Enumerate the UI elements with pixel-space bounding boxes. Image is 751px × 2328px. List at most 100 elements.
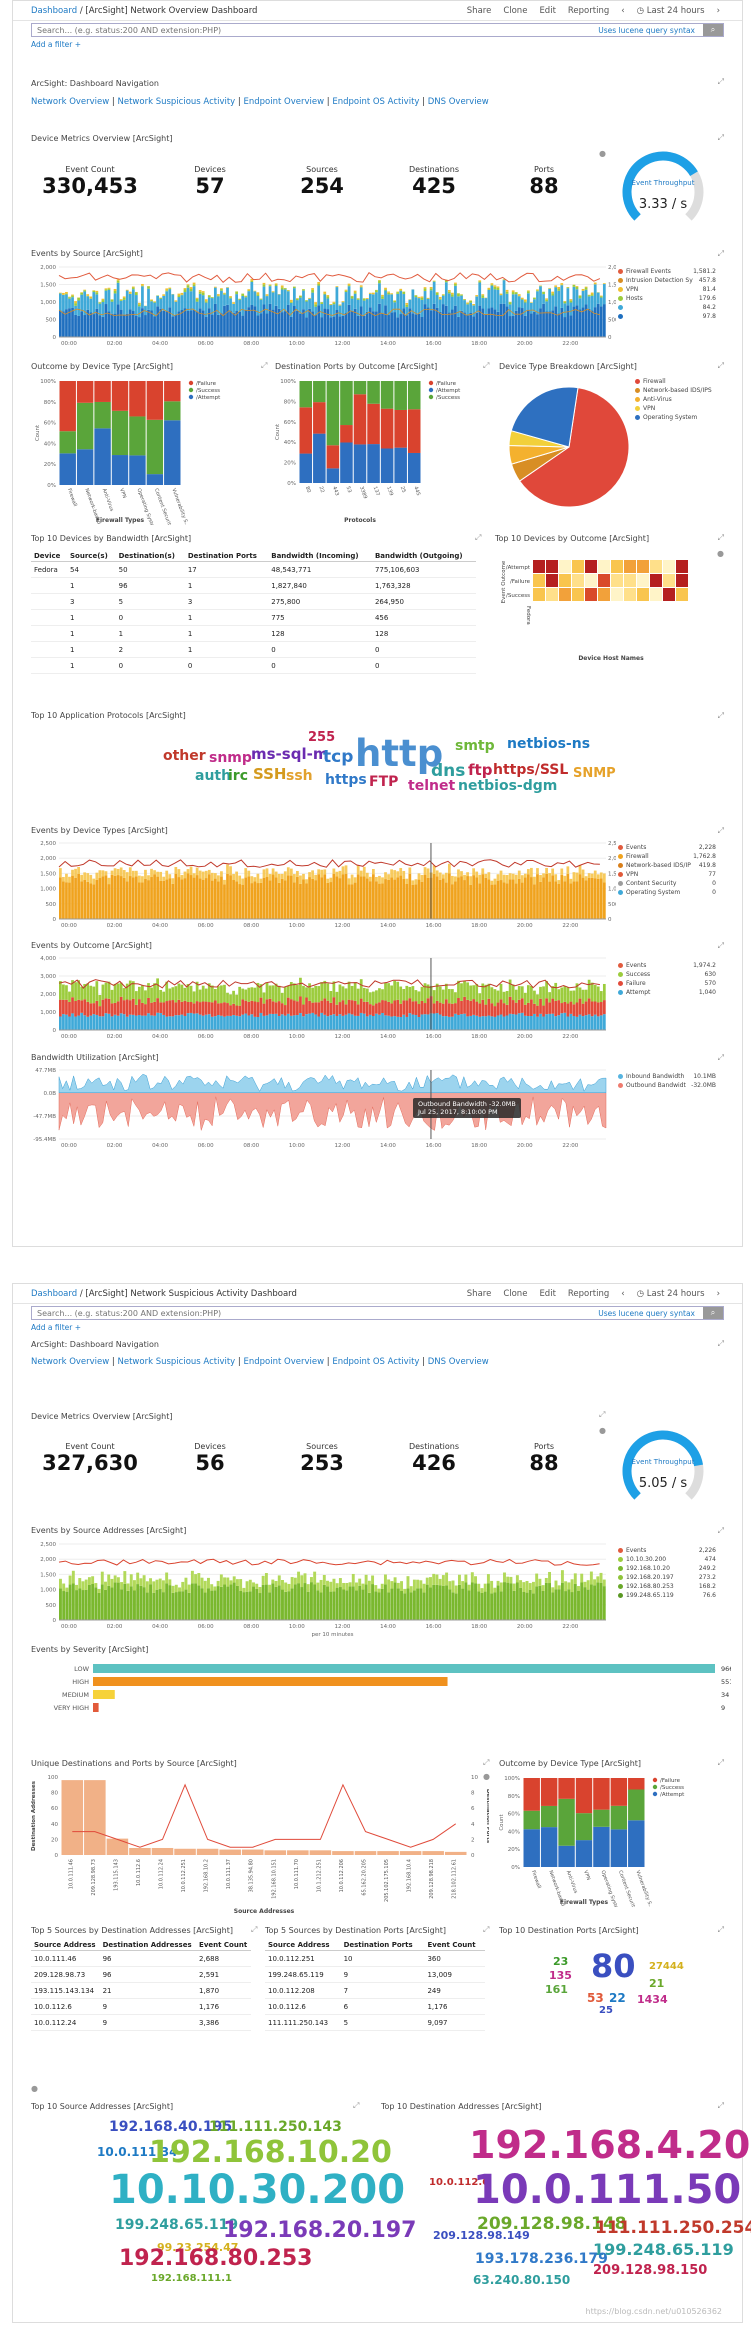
breadcrumb-root[interactable]: Dashboard: [31, 6, 78, 16]
tag-cloud-word[interactable]: irc: [228, 768, 249, 784]
tag-cloud-word[interactable]: 255: [308, 730, 336, 745]
tag-cloud-word[interactable]: 63.240.80.150: [473, 2273, 571, 2287]
nav-network-overview[interactable]: Network Overview: [31, 1357, 110, 1367]
search-input[interactable]: [32, 1307, 723, 1319]
expand-icon[interactable]: ⤢: [717, 133, 724, 142]
column-header[interactable]: Source Address: [265, 1940, 341, 1951]
legend-item[interactable]: Firewall 1,762.8: [618, 852, 716, 861]
search-input[interactable]: [32, 24, 723, 36]
nav-network-suspicious[interactable]: Network Suspicious Activity: [117, 1357, 236, 1367]
tag-cloud-word[interactable]: 53: [587, 1991, 604, 2005]
time-picker[interactable]: ◷ Last 24 hours: [637, 6, 705, 16]
column-header[interactable]: Device: [31, 551, 68, 562]
tag-cloud-word[interactable]: 192.168.4.205: [469, 2123, 751, 2167]
breadcrumb-root[interactable]: Dashboard: [31, 1289, 78, 1299]
legend-item[interactable]: Inbound Bandwidth 10.1MB: [618, 1072, 716, 1081]
column-header[interactable]: Event Count: [196, 1940, 251, 1951]
expand-icon[interactable]: ⤢: [717, 77, 724, 86]
clone-button[interactable]: Clone: [503, 6, 528, 16]
search-button[interactable]: ⌕: [703, 24, 723, 36]
chevron-right-icon[interactable]: ›: [716, 1289, 720, 1299]
tag-cloud-word[interactable]: 1434: [637, 1993, 668, 2006]
tag-cloud-word[interactable]: http: [355, 732, 444, 775]
time-picker[interactable]: ◷ Last 24 hours: [637, 1289, 705, 1299]
column-header[interactable]: Event Count: [424, 1940, 485, 1951]
tag-cloud-word[interactable]: ms-sql-m: [251, 745, 329, 763]
tag-cloud-word[interactable]: https: [325, 772, 367, 788]
legend-item[interactable]: Network-based IDS/IP 419.8: [618, 861, 716, 870]
search-button[interactable]: ⌕: [703, 1307, 723, 1319]
tag-cloud-word[interactable]: 10.0.112.6: [429, 2177, 490, 2188]
legend-item[interactable]: Success 630: [618, 970, 716, 979]
nav-network-overview[interactable]: Network Overview: [31, 97, 110, 107]
legend-item[interactable]: Operating System: [635, 413, 735, 422]
expand-icon[interactable]: ⤢: [475, 533, 482, 542]
legend-item[interactable]: 97.8: [618, 312, 716, 321]
legend-item[interactable]: Operating System 0: [618, 888, 716, 897]
nav-endpoint-overview[interactable]: Endpoint Overview: [243, 97, 325, 107]
legend-item[interactable]: 192.168.10.20 249.2: [618, 1564, 716, 1573]
column-header[interactable]: Bandwidth (Outgoing): [371, 551, 476, 562]
tag-cloud-word[interactable]: 192.168.111.1: [151, 2273, 232, 2284]
tag-cloud-word[interactable]: tcp: [323, 747, 354, 767]
column-header[interactable]: Destination(s): [115, 551, 185, 562]
tag-cloud-word[interactable]: 192.168.80.253: [119, 2246, 313, 2271]
expand-icon[interactable]: ⤢: [261, 361, 268, 370]
legend-item[interactable]: 10.10.30.200 474: [618, 1555, 716, 1564]
expand-icon[interactable]: ⤢: [353, 2101, 360, 2110]
tag-cloud-word[interactable]: 99.23.254.47: [157, 2241, 239, 2254]
tag-cloud-word[interactable]: dns: [431, 761, 466, 781]
expand-icon[interactable]: ⤢: [717, 2101, 724, 2110]
nav-dns-overview[interactable]: DNS Overview: [427, 1357, 489, 1367]
legend-item[interactable]: VPN 77: [618, 870, 716, 879]
tag-cloud-word[interactable]: 199.248.65.119: [593, 2240, 734, 2259]
tag-cloud-word[interactable]: 25: [599, 2005, 613, 2016]
chevron-right-icon[interactable]: ›: [716, 6, 720, 16]
tag-cloud-word[interactable]: snmp: [209, 750, 252, 766]
tag-cloud-word[interactable]: SNMP: [573, 766, 616, 781]
expand-icon[interactable]: ⤢: [483, 1758, 490, 1767]
chevron-left-icon[interactable]: ‹: [621, 6, 625, 16]
tag-cloud-word[interactable]: https/SSL: [493, 762, 569, 778]
expand-icon[interactable]: ⤢: [717, 711, 724, 720]
column-header[interactable]: Bandwidth (Incoming): [268, 551, 372, 562]
tag-cloud-word[interactable]: 209.128.98.149: [433, 2229, 530, 2242]
expand-icon[interactable]: ⤢: [717, 533, 724, 542]
expand-icon[interactable]: ⤢: [717, 1526, 724, 1535]
nav-network-suspicious[interactable]: Network Suspicious Activity: [117, 97, 236, 107]
tag-cloud-word[interactable]: 10.10.30.200: [109, 2167, 406, 2213]
edit-button[interactable]: Edit: [539, 6, 556, 16]
expand-icon[interactable]: ⤢: [717, 1053, 724, 1062]
tag-cloud-word[interactable]: 10.0.111.34: [97, 2145, 178, 2159]
chevron-left-icon[interactable]: ‹: [621, 1289, 625, 1299]
tag-cloud-word[interactable]: auth: [195, 768, 232, 784]
expand-icon[interactable]: ⤢: [251, 1925, 258, 1934]
reporting-button[interactable]: Reporting: [567, 6, 610, 16]
legend-item[interactable]: Anti-Virus: [635, 395, 735, 404]
expand-icon[interactable]: ⤢: [717, 249, 724, 258]
share-button[interactable]: Share: [466, 1289, 492, 1299]
legend-item[interactable]: 192.168.20.197 273.2: [618, 1573, 716, 1582]
nav-endpoint-os[interactable]: Endpoint OS Activity: [332, 97, 420, 107]
tag-cloud-word[interactable]: 23: [553, 1955, 569, 1968]
legend-item[interactable]: Events 1,974.2: [618, 961, 716, 970]
legend-item[interactable]: 84.2: [618, 303, 716, 312]
edit-button[interactable]: Edit: [539, 1289, 556, 1299]
nav-endpoint-overview[interactable]: Endpoint Overview: [243, 1357, 325, 1367]
column-header[interactable]: Source Address: [31, 1940, 100, 1951]
column-header[interactable]: Source(s): [67, 551, 116, 562]
legend-item[interactable]: Network-based IDS/IPS: [635, 386, 735, 395]
expand-icon[interactable]: ⤢: [483, 361, 490, 370]
expand-icon[interactable]: ⤢: [717, 826, 724, 835]
tag-cloud-word[interactable]: 192.168.40.195: [109, 2119, 233, 2135]
legend-item[interactable]: Events 2,226: [618, 1546, 716, 1555]
add-filter-link[interactable]: Add a filter +: [31, 40, 81, 49]
tag-cloud-word[interactable]: 135: [549, 1969, 572, 1982]
lucene-hint-link[interactable]: Uses lucene query syntax: [598, 1309, 695, 1318]
tag-cloud-word[interactable]: 80: [591, 1947, 636, 1985]
expand-icon[interactable]: ⤢: [483, 1925, 490, 1934]
tag-cloud-word[interactable]: 193.178.236.179: [475, 2251, 608, 2267]
legend-item[interactable]: VPN: [635, 404, 735, 413]
tag-cloud-word[interactable]: other: [163, 748, 206, 764]
nav-endpoint-os[interactable]: Endpoint OS Activity: [332, 1357, 420, 1367]
